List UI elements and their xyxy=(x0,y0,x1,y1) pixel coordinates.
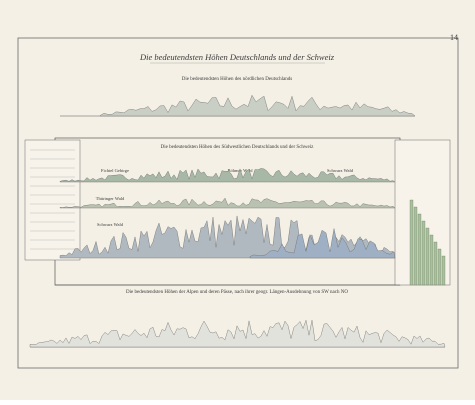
range-label: Fichtel Gebirge xyxy=(101,168,129,173)
height-column xyxy=(409,199,414,286)
side-box xyxy=(24,139,81,261)
height-column xyxy=(417,213,422,286)
range-label: Schwarz Wald xyxy=(327,168,354,173)
plate-border xyxy=(17,37,459,369)
range-label: Thüringer Wald xyxy=(96,196,125,201)
height-column xyxy=(429,234,434,286)
plate-title: Die bedeutendsten Höhen Deutschlands und… xyxy=(139,52,335,62)
panel-title: Die bedeutendsten Höhen des Südwestliche… xyxy=(161,145,315,150)
height-column xyxy=(413,206,418,286)
height-column xyxy=(421,220,426,286)
mountain-profile xyxy=(249,228,396,259)
height-column xyxy=(437,248,442,286)
height-column xyxy=(433,241,438,286)
mountain-profile xyxy=(29,319,446,348)
height-column xyxy=(441,255,446,286)
panel-title: Die bedeutendsten Höhen des nördlichen D… xyxy=(182,77,292,82)
height-column xyxy=(425,227,430,286)
page-number: 14 xyxy=(450,33,458,42)
panel-title: Die bedeutendsten Höhen der Alpen und de… xyxy=(126,290,348,295)
mountain-profile xyxy=(59,197,396,209)
mountain-profile xyxy=(99,94,416,117)
range-label: Schwarz Wald xyxy=(97,222,124,227)
mountain-profile xyxy=(59,168,396,183)
